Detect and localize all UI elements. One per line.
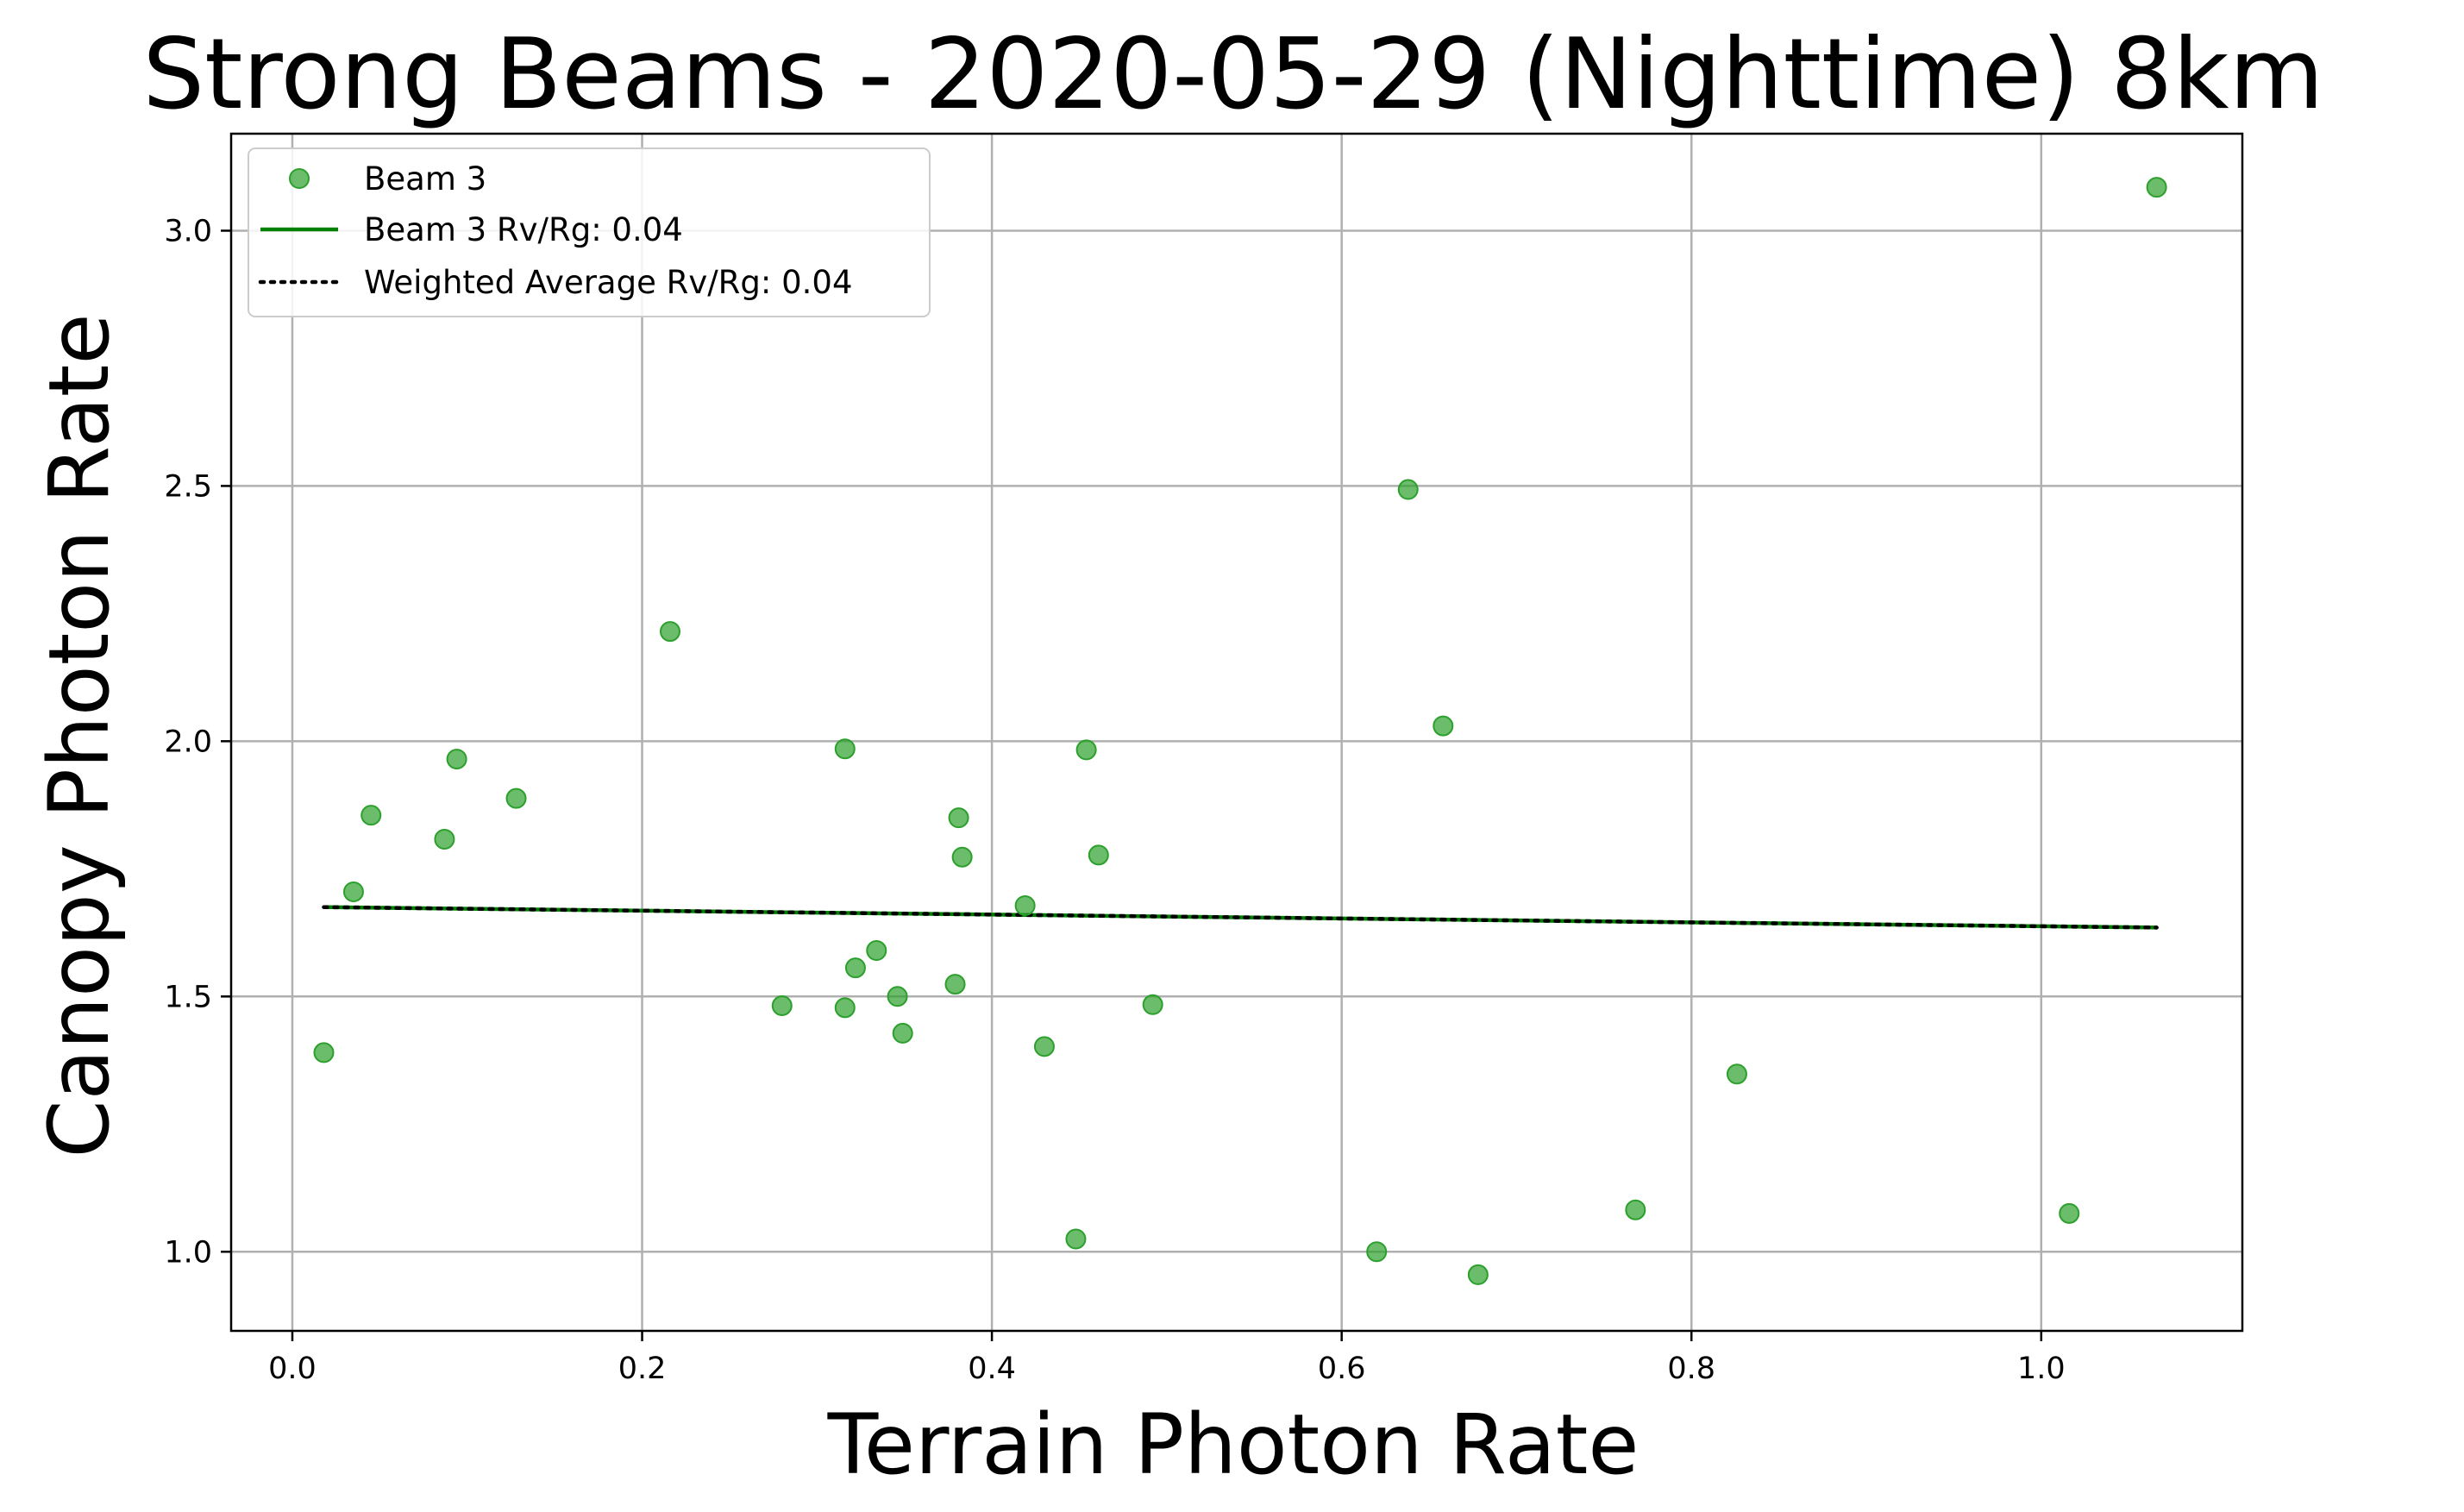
x-tick-label: 0.0 [268, 1352, 317, 1386]
scatter-point [342, 881, 364, 902]
y-axis-label: Canopy Photon Rate [31, 313, 128, 1158]
plot-area-background [231, 134, 2242, 1331]
scatter-point [1366, 1241, 1388, 1263]
y-axis-ticks: 1.0 1.5 2.0 2.5 3.0 [164, 214, 231, 1270]
x-tick-label: 0.6 [1318, 1352, 1366, 1386]
scatter-point [1467, 1264, 1489, 1285]
x-axis-label: Terrain Photon Rate [827, 1396, 1640, 1493]
scatter-point [1014, 894, 1036, 916]
x-tick-label: 0.4 [968, 1352, 1016, 1386]
scatter-point [892, 1022, 913, 1044]
y-tick-label: 1.0 [164, 1235, 212, 1270]
legend-label-beam-3: Beam 3 [364, 160, 486, 198]
legend: Beam 3 Beam 3 Rv/Rg: 0.04 Weighted Avera… [248, 147, 931, 317]
fit-lines [322, 905, 2159, 930]
scatter-point [1397, 479, 1419, 500]
plot-area-frame [229, 132, 2244, 1333]
chart-title: Strong Beams - 2020-05-29 (Nighttime) 8k… [142, 17, 2323, 131]
legend-marker-beam-3 [289, 168, 310, 189]
scatter-point [834, 997, 856, 1019]
legend-label-beam-3-fit: Beam 3 Rv/Rg: 0.04 [364, 211, 683, 248]
scatter-point [948, 807, 969, 829]
scatter-point [951, 846, 973, 868]
scatter-point [1625, 1199, 1646, 1220]
scatter-point [1726, 1063, 1747, 1085]
scatter-point [1142, 994, 1163, 1015]
scatter-point [659, 621, 680, 643]
weighted-average-line [322, 905, 2159, 930]
scatter-point [313, 1042, 335, 1063]
legend-box [248, 147, 931, 317]
y-tick-label: 2.5 [164, 469, 212, 504]
x-tick-label: 0.8 [1667, 1352, 1715, 1386]
y-tick-label: 3.0 [164, 214, 212, 248]
scatter-point [1075, 739, 1097, 761]
y-tick-label: 2.0 [164, 725, 212, 759]
scatter-point [844, 957, 866, 979]
scatter-point [505, 787, 527, 809]
x-tick-label: 1.0 [2017, 1352, 2066, 1386]
scatter-point [1433, 715, 1454, 737]
scatter-point [446, 749, 467, 770]
scatter-point [2146, 177, 2167, 198]
scatter-point [2059, 1202, 2080, 1224]
scatter-point [1033, 1036, 1055, 1057]
x-axis-ticks: 0.0 0.2 0.4 0.6 0.8 1.0 [268, 1331, 2066, 1386]
x-tick-label: 0.2 [618, 1352, 667, 1386]
scatter-point [1088, 844, 1109, 866]
scatter-point [944, 974, 966, 995]
scatter-point [434, 829, 455, 850]
scatter-point [1065, 1228, 1087, 1250]
scatter-point [771, 994, 793, 1016]
grid [231, 134, 2242, 1331]
scatter-point [361, 805, 382, 826]
scatter-point [834, 738, 856, 760]
scatter-points [313, 177, 2167, 1285]
scatter-point [887, 986, 908, 1007]
scatter-point [866, 940, 887, 962]
y-tick-label: 1.5 [164, 980, 212, 1014]
legend-label-weighted-average: Weighted Average Rv/Rg: 0.04 [364, 264, 853, 301]
